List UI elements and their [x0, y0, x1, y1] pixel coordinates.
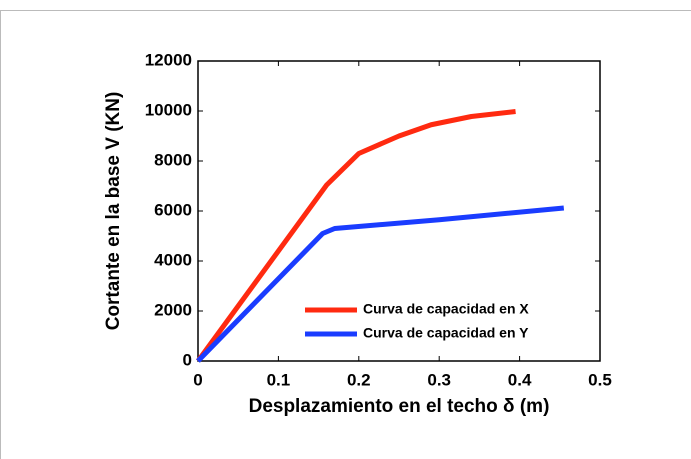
x-tick-label: 0	[193, 370, 202, 389]
y-tick-label: 12000	[145, 50, 192, 69]
y-tick-label: 10000	[145, 100, 192, 119]
x-tick-label: 0.4	[508, 370, 532, 389]
y-tick-label: 0	[183, 350, 192, 369]
x-axis-title: Desplazamiento en el techo δ (m)	[249, 396, 550, 417]
y-tick-label: 4000	[154, 250, 192, 269]
frame	[0, 10, 691, 459]
y-axis-title: Cortante en la base V (KN)	[103, 92, 124, 331]
x-tick-label: 0.2	[347, 370, 371, 389]
series-line	[196, 205, 565, 363]
y-tick-label: 6000	[154, 200, 192, 219]
legend-label: Curva de capacidad en X	[363, 301, 529, 317]
x-tick-label: 0.1	[267, 370, 291, 389]
x-tick-label: 0.5	[588, 370, 612, 389]
series-line	[195, 109, 516, 363]
x-tick-label: 0.3	[427, 370, 451, 389]
y-tick-label: 2000	[154, 300, 192, 319]
legend-label: Curva de capacidad en Y	[363, 325, 529, 341]
y-tick-label: 8000	[154, 150, 192, 169]
